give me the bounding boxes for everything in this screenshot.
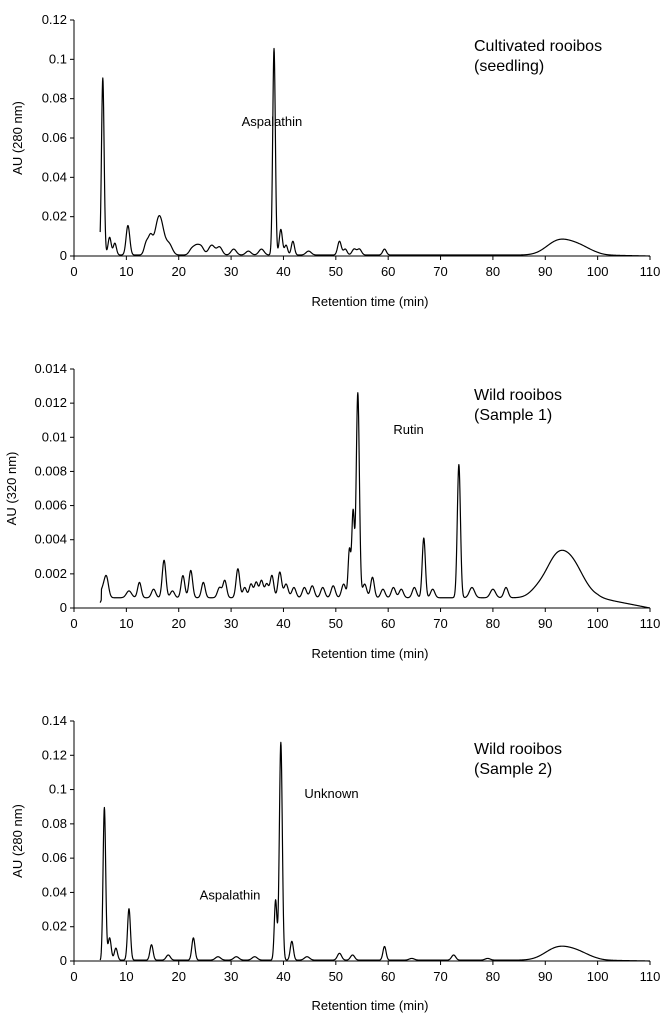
legend-text: Cultivated rooibos [474,38,602,55]
x-tick-label: 50 [329,264,343,279]
legend-text: (Sample 2) [474,761,552,778]
x-tick-label: 80 [486,969,500,984]
y-tick-label: 0.06 [42,850,67,865]
y-tick-label: 0.08 [42,816,67,831]
x-tick-label: 40 [276,969,290,984]
x-tick-label: 30 [224,616,238,631]
x-tick-label: 90 [538,616,552,631]
x-tick-label: 30 [224,264,238,279]
y-axis-title: AU (320 nm) [4,452,19,526]
x-tick-label: 30 [224,969,238,984]
x-tick-label: 110 [640,969,661,984]
y-tick-label: 0.12 [42,747,67,762]
y-tick-label: 0.1 [49,782,67,797]
x-tick-label: 0 [70,616,77,631]
x-tick-label: 10 [119,969,133,984]
x-tick-label: 90 [538,264,552,279]
y-tick-label: 0.012 [34,395,67,410]
x-tick-label: 100 [587,264,609,279]
y-tick-label: 0.02 [42,919,67,934]
x-tick-label: 90 [538,969,552,984]
x-tick-label: 10 [119,616,133,631]
y-tick-label: 0.004 [34,532,67,547]
y-tick-label: 0.006 [34,498,67,513]
x-tick-label: 20 [171,264,185,279]
x-tick-label: 20 [171,616,185,631]
x-tick-label: 60 [381,264,395,279]
x-axis-title: Retention time (min) [311,646,428,661]
x-tick-label: 70 [433,264,447,279]
peak-annotation: Rutin [393,422,423,437]
y-tick-label: 0.14 [42,713,67,728]
x-tick-label: 50 [329,616,343,631]
y-tick-label: 0.06 [42,130,67,145]
x-tick-label: 110 [640,616,661,631]
x-tick-label: 70 [433,616,447,631]
x-tick-label: 60 [381,969,395,984]
y-tick-label: 0.04 [42,169,67,184]
x-tick-label: 70 [433,969,447,984]
chromatogram-trace [99,47,651,257]
y-tick-label: 0 [60,953,67,968]
x-tick-label: 0 [70,969,77,984]
legend-text: Wild rooibos [474,741,562,758]
chart-1: 0 0.02 0.04 0.06 0.08 0.1 0.12 0 10 20 30 40 50 60 70 8… [10,12,660,309]
y-tick-label: 0.12 [42,12,67,27]
y-axis-title: AU (280 nm) [10,804,25,878]
x-tick-label: 0 [70,264,77,279]
chromatogram-trace [99,392,651,609]
y-tick-label: 0.1 [49,51,67,66]
peak-annotation: Unknown [304,786,358,801]
x-tick-label: 100 [587,616,609,631]
x-tick-label: 40 [276,616,290,631]
legend-text: (Sample 1) [474,407,552,424]
x-axis-title: Retention time (min) [311,294,428,309]
x-tick-label: 50 [329,969,343,984]
x-axis-title: Retention time (min) [311,998,428,1013]
y-tick-label: 0.04 [42,884,67,899]
peak-annotation: Aspalathin [200,887,261,902]
x-tick-label: 110 [640,264,661,279]
chart-2: 0 0.002 0.004 0.006 0.008 0.01 0.012 0.014 0 10 20… [4,361,660,661]
y-tick-label: 0.01 [42,429,67,444]
chromatogram-trace [99,741,651,962]
x-tick-label: 20 [171,969,185,984]
y-axis-title: AU (280 nm) [10,101,25,175]
chart-3: 0 0.02 0.04 0.06 0.08 0.1 0.12 0.14 0 10 20 30 40 50 6… [10,713,660,1013]
y-tick-label: 0.008 [34,463,67,478]
x-tick-label: 80 [486,264,500,279]
y-tick-label: 0.02 [42,209,67,224]
y-tick-label: 0.002 [34,566,67,581]
peak-annotation: Aspalathin [242,114,303,129]
legend-text: (seedling) [474,58,544,75]
legend-text: Wild rooibos [474,387,562,404]
y-tick-label: 0.014 [34,361,67,376]
x-tick-label: 60 [381,616,395,631]
x-tick-label: 10 [119,264,133,279]
x-tick-label: 80 [486,616,500,631]
x-tick-label: 40 [276,264,290,279]
y-tick-label: 0 [60,248,67,263]
y-tick-label: 0.08 [42,91,67,106]
x-tick-label: 100 [587,969,609,984]
y-tick-label: 0 [60,600,67,615]
